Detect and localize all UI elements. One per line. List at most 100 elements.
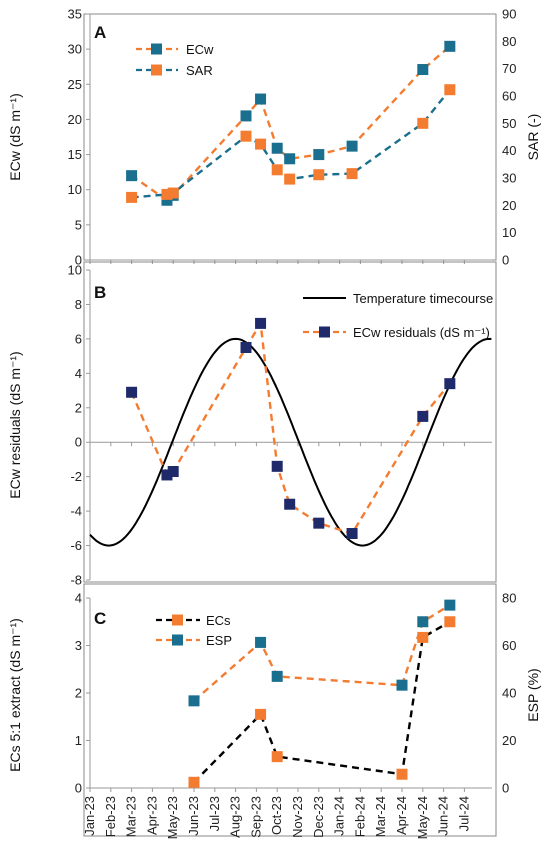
y2-tick-label: 80 xyxy=(502,34,516,49)
y-tick-label: 2 xyxy=(75,686,82,701)
y-tick-label: 25 xyxy=(68,77,82,92)
y2-tick-label: 60 xyxy=(502,89,516,104)
y2-tick-label: 0 xyxy=(502,253,509,268)
panel-a-y2label: SAR (-) xyxy=(525,114,541,161)
data-point-ecs xyxy=(271,751,283,763)
legend-esp-label: ESP xyxy=(206,633,232,648)
y-tick-label: -8 xyxy=(70,573,82,588)
y-tick-label: 30 xyxy=(68,42,82,57)
data-point-sar xyxy=(240,130,252,142)
data-point-sar xyxy=(161,188,173,200)
data-point-ecw xyxy=(126,170,138,182)
x-tick-label: Feb-23 xyxy=(103,796,118,837)
panel-c-y2label: ESP (%) xyxy=(525,668,541,721)
data-point-ecw xyxy=(444,40,456,52)
y-tick-label: 4 xyxy=(75,591,82,606)
x-tick-label: Oct-23 xyxy=(269,796,284,835)
x-tick-label: Sep-23 xyxy=(248,796,263,838)
y-tick-label: -2 xyxy=(70,469,82,484)
data-point-ecw xyxy=(161,469,173,481)
panel-b-frame xyxy=(83,261,497,583)
y2-tick-label: 70 xyxy=(502,61,516,76)
y-tick-label: 10 xyxy=(68,263,82,278)
data-point-sar xyxy=(271,164,283,176)
data-point-sar xyxy=(417,117,429,129)
panel-a-plot: 0 5 10 15 20 25 30 35 0 10 20 30 40 50 60 70 80 90 xyxy=(68,7,517,268)
data-point-esp xyxy=(444,599,456,611)
y-tick-label: 20 xyxy=(68,112,82,127)
legend-residuals-marker xyxy=(319,326,330,338)
y2-tick-label: 30 xyxy=(502,171,516,186)
data-point-ecs xyxy=(444,616,456,628)
data-point-esp xyxy=(255,636,267,648)
panel-c-label: C xyxy=(94,609,106,628)
y2-tick-label: 40 xyxy=(502,686,516,701)
panel-b-ylabel: ECw residuals (dS m⁻¹) xyxy=(7,351,23,498)
data-point-ecw xyxy=(284,498,296,510)
y-tick-label: 15 xyxy=(68,147,82,162)
data-point-ecw xyxy=(271,142,283,154)
data-point-ecw xyxy=(161,194,173,206)
x-tick-label: May-24 xyxy=(415,796,430,839)
legend-ecs-label: ECs xyxy=(206,613,231,628)
data-point-ecw xyxy=(240,110,252,122)
legend-ecw-label: ECw xyxy=(186,42,214,57)
data-point-sar xyxy=(284,173,296,185)
data-point-ecw xyxy=(271,460,283,472)
legend-sar-label: SAR xyxy=(186,63,213,78)
y-tick-label: 6 xyxy=(75,331,82,346)
data-point-ecs xyxy=(255,708,267,720)
x-tick-label: Jun-23 xyxy=(186,796,201,836)
legend-ecs-marker xyxy=(172,614,183,626)
panel-c-frame xyxy=(83,583,497,837)
y-tick-label: 35 xyxy=(68,7,82,22)
y2-tick-label: 40 xyxy=(502,143,516,158)
legend-ecw-marker xyxy=(151,43,162,55)
temperature-curve xyxy=(89,337,492,547)
data-point-sar xyxy=(313,169,325,181)
data-point-esp xyxy=(396,679,408,691)
x-tick-label: Dec-23 xyxy=(311,796,326,838)
x-tick-label: Apr-23 xyxy=(144,796,159,835)
data-point-sar xyxy=(444,84,456,96)
legend-sar-marker xyxy=(151,64,162,76)
data-point-esp xyxy=(417,616,429,628)
y2-tick-label: 0 xyxy=(502,781,509,796)
legend-esp-marker xyxy=(172,634,183,646)
y2-tick-label: 50 xyxy=(502,116,516,131)
x-tick-label: Jul-23 xyxy=(207,796,222,831)
data-point-ecw xyxy=(313,517,325,529)
y-tick-label: 0 xyxy=(75,781,82,796)
y-tick-label: 4 xyxy=(75,366,82,381)
data-point-ecw xyxy=(444,378,456,390)
data-point-ecw xyxy=(126,386,138,398)
x-tick-label: Aug-23 xyxy=(228,796,243,838)
y2-tick-label: 10 xyxy=(502,225,516,240)
x-tick-label: Mar-24 xyxy=(373,796,388,837)
data-point-esp xyxy=(188,695,200,707)
data-point-ecw xyxy=(313,149,325,161)
data-point-ecw xyxy=(240,342,252,353)
x-tick-label: Apr-24 xyxy=(394,796,409,835)
y2-tick-label: 80 xyxy=(502,591,516,606)
data-point-ecw xyxy=(255,93,267,105)
y2-tick-label: 20 xyxy=(502,733,516,748)
y-tick-label: 10 xyxy=(68,182,82,197)
y2-tick-label: 90 xyxy=(502,7,516,22)
data-point-esp xyxy=(271,670,283,682)
x-tick-label: Mar-23 xyxy=(124,796,139,837)
data-point-ecw xyxy=(417,410,429,422)
x-tick-label: Jan-23 xyxy=(82,796,97,836)
y-tick-label: -6 xyxy=(70,538,82,553)
y2-tick-label: 20 xyxy=(502,198,516,213)
x-tick-label: Jan-24 xyxy=(332,796,347,836)
y-tick-label: 2 xyxy=(75,400,82,415)
data-point-sar xyxy=(126,191,138,203)
x-tick-label: May-23 xyxy=(165,796,180,839)
x-tick-label: Jul-24 xyxy=(456,796,471,831)
data-point-ecs xyxy=(188,776,200,788)
data-point-ecw xyxy=(346,140,358,152)
panel-c-ylabel: ECs 5:1 extract (dS m⁻¹) xyxy=(7,618,23,772)
